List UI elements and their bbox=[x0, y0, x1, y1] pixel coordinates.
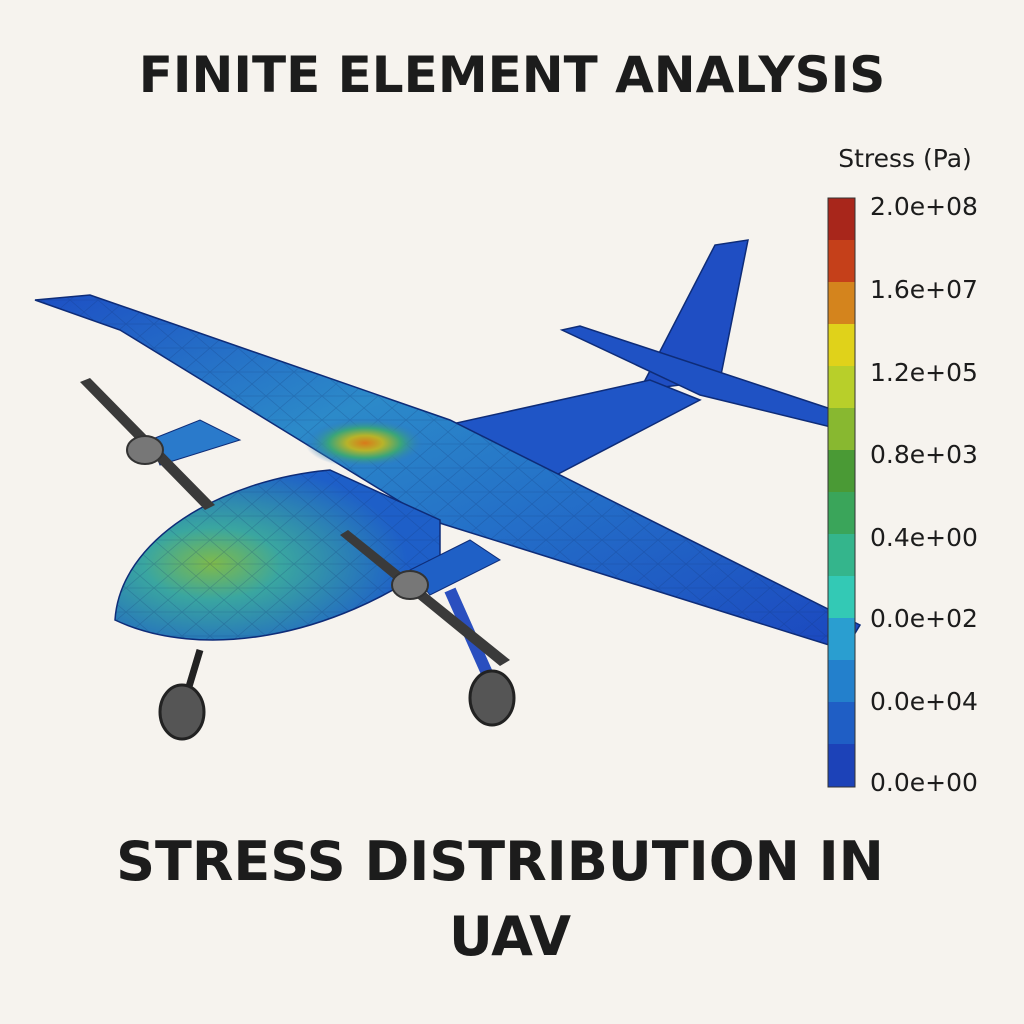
legend-label: 0.0e+00 bbox=[870, 768, 978, 797]
uav-model bbox=[34, 239, 862, 741]
colorbar bbox=[827, 197, 856, 788]
legend-title: Stress (Pa) bbox=[838, 144, 972, 173]
legend-label: 1.6e+07 bbox=[870, 275, 978, 304]
legend-label: 0.0e+02 bbox=[870, 604, 978, 633]
subtitle-line: UAV bbox=[449, 905, 571, 968]
legend-label: 0.0e+04 bbox=[870, 687, 978, 716]
subtitle-line: STRESS DISTRIBUTION IN bbox=[116, 830, 884, 893]
legend-label: 0.4e+00 bbox=[870, 523, 978, 552]
legend-label: 1.2e+05 bbox=[870, 358, 978, 387]
legend-label: 0.8e+03 bbox=[870, 440, 978, 469]
legend-label: 2.0e+08 bbox=[870, 192, 978, 221]
title: FINITE ELEMENT ANALYSIS bbox=[139, 46, 885, 104]
